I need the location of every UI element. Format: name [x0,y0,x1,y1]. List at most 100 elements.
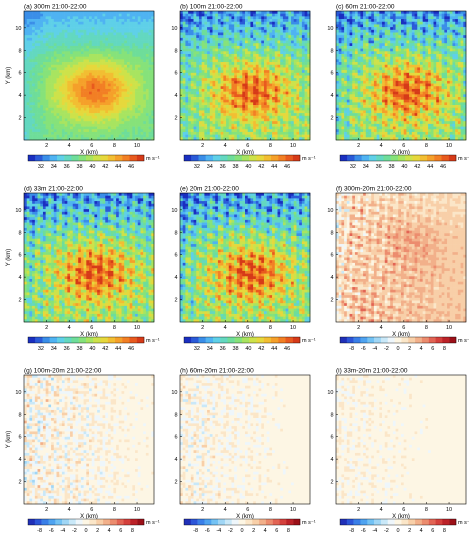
heatmap-cell [274,83,278,87]
heatmap-cell [32,107,36,111]
heatmap-cell [436,13,440,17]
y-tick-label: 10 [15,26,21,32]
heatmap-cell [274,35,278,39]
heatmap-cell [261,67,265,71]
heatmap-cell [193,51,197,55]
heatmap-cell [72,91,76,95]
heatmap-cell [460,19,464,23]
heatmap-cell [105,80,109,84]
heatmap-cell [182,94,186,98]
heatmap-cell [105,99,109,103]
heatmap-cell [263,67,267,71]
heatmap-cell [72,11,76,14]
heatmap-cell [121,110,125,114]
heatmap-cell [414,19,418,23]
heatmap-cell [89,48,93,52]
heatmap-cell [307,35,311,39]
heatmap-cell [75,94,79,98]
heatmap-cell [280,121,284,125]
heatmap-cell [239,113,243,117]
heatmap-cell [97,91,101,95]
heatmap-cell [97,88,101,92]
heatmap-cell [196,48,200,52]
heatmap-cell [201,129,205,133]
heatmap-cell [151,19,155,23]
heatmap-cell [118,99,122,103]
heatmap-cell [228,78,232,82]
heatmap-cell [228,75,232,79]
heatmap-cell [239,19,243,23]
heatmap-cell [228,86,232,90]
heatmap-cell [75,67,79,71]
heatmap-cell [236,11,240,14]
colorbar-swatch [107,155,116,161]
heatmap-cell [126,32,130,36]
heatmap-cell [226,27,230,31]
heatmap-cell [198,105,202,109]
heatmap-cell [182,86,186,90]
heatmap-cell [269,43,273,47]
heatmap-cell [277,113,281,117]
heatmap-cell [253,88,257,92]
heatmap-cell [75,83,79,87]
heatmap-cell [110,131,114,135]
heatmap-cell [91,19,95,23]
heatmap-cell [53,51,57,55]
heatmap-cell [99,91,103,95]
heatmap-cell [132,80,136,84]
heatmap-cell [67,56,71,60]
heatmap-cell [304,51,308,55]
heatmap-cell [42,83,46,87]
heatmap-cell [274,129,278,133]
heatmap-cell [231,94,235,98]
heatmap-cell [29,24,33,28]
heatmap-cell [116,37,120,41]
heatmap-cell [344,13,348,17]
heatmap-cell [263,11,267,14]
heatmap-cell [32,56,36,60]
heatmap-cell [301,16,305,20]
heatmap-cell [209,37,213,41]
heatmap-cell [145,48,149,52]
heatmap-cell [299,118,303,122]
heatmap-cell [135,72,139,76]
heatmap-cell [253,99,257,103]
heatmap-cell [67,99,71,103]
heatmap-cell [228,45,232,49]
heatmap-cell [118,40,122,44]
heatmap-cell [64,134,68,138]
heatmap-cell [261,51,265,55]
heatmap-cell [32,126,36,130]
heatmap-cell [212,99,216,103]
heatmap-cell [182,121,186,125]
heatmap-cell [64,86,68,90]
heatmap-cell [42,126,46,130]
heatmap-cell [78,48,82,52]
heatmap-cell [124,86,128,90]
heatmap-cell [250,115,254,119]
heatmap-cell [45,129,49,133]
heatmap-cell [59,48,63,52]
heatmap-cell [363,16,367,20]
heatmap-cell [239,40,243,44]
heatmap-cell [148,64,152,68]
heatmap-cell [255,102,259,106]
heatmap-cell [64,123,68,127]
heatmap-cell [32,48,36,52]
heatmap-cell [137,91,141,95]
heatmap-cell [245,105,249,109]
heatmap-cell [107,83,111,87]
heatmap-cell [266,80,270,84]
heatmap-cell [113,102,117,106]
heatmap-cell [64,110,68,114]
heatmap-cell [132,113,136,117]
heatmap-cell [239,29,243,33]
heatmap-cell [72,123,76,127]
heatmap-cell [34,121,38,125]
heatmap-cell [97,86,101,90]
heatmap-cell [129,40,133,44]
heatmap-cell [198,64,202,68]
heatmap-cell [274,134,278,138]
heatmap-cell [201,21,205,25]
heatmap-cell [70,24,74,28]
